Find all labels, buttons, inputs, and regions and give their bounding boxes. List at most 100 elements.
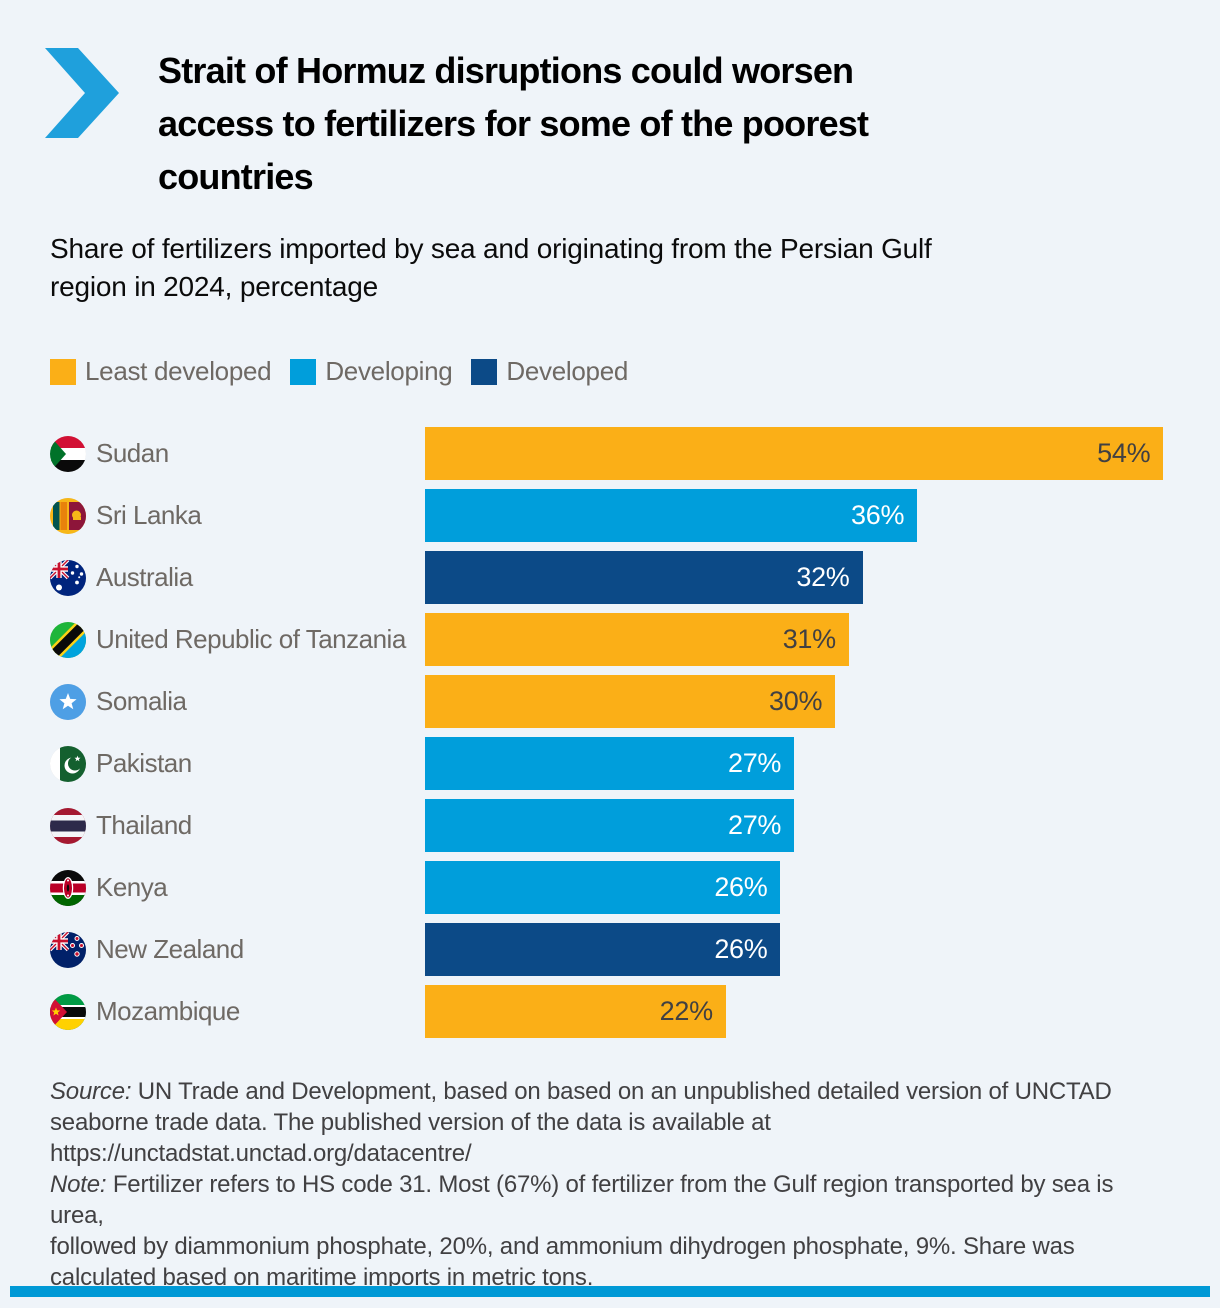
country-name: New Zealand <box>96 934 244 964</box>
sudan-flag-icon <box>50 435 86 472</box>
chart-row-sri-lanka: Sri Lanka 36% <box>50 489 1170 542</box>
legend: Least developed Developing Developed <box>50 356 647 387</box>
source-text: UN Trade and Development, based on based… <box>137 1078 1112 1105</box>
chart-row-kenya: Kenya 26% <box>50 861 1170 914</box>
chart-row-pakistan: Pakistan 27% <box>50 737 1170 790</box>
legend-label: Developed <box>506 356 629 386</box>
bar-track: 22% <box>425 985 1170 1038</box>
legend-swatch-least-developed-icon <box>50 358 76 385</box>
chart-row-tanzania: United Republic of Tanzania 31% <box>50 613 1170 666</box>
australia-flag-icon <box>50 559 86 596</box>
chart-row-somalia: Somalia 30% <box>50 675 1170 728</box>
country-label: Australia <box>50 559 425 596</box>
note-prefix: Note: <box>50 1171 107 1198</box>
pakistan-flag-icon <box>50 745 86 782</box>
thailand-flag-icon <box>50 807 86 844</box>
chart-subtitle-line: region in 2024, percentage <box>50 271 378 302</box>
bar-track: 27% <box>425 799 1170 852</box>
bar-sri-lanka: 36% <box>425 489 918 542</box>
bar-track: 26% <box>425 923 1170 976</box>
bar-value: 31% <box>782 624 836 654</box>
bar-track: 31% <box>425 613 1170 666</box>
bar-track: 26% <box>425 861 1170 914</box>
bar-somalia: 30% <box>425 675 836 728</box>
country-label: Somalia <box>50 683 425 720</box>
bar-value: 36% <box>851 500 905 530</box>
country-name: United Republic of Tanzania <box>96 624 406 654</box>
country-name: Sudan <box>96 438 169 468</box>
chart-row-australia: Australia 32% <box>50 551 1170 604</box>
bar-sudan: 54% <box>425 427 1164 480</box>
country-label: Pakistan <box>50 745 425 782</box>
page-title-line: countries <box>158 156 314 197</box>
bar-value: 26% <box>714 872 768 902</box>
footer-accent-bar <box>10 1286 1210 1297</box>
bar-value: 26% <box>714 934 768 964</box>
bar-track: 32% <box>425 551 1170 604</box>
page-title-line: access to fertilizers for some of the po… <box>158 103 869 144</box>
bar-new-zealand: 26% <box>425 923 781 976</box>
country-name: Somalia <box>96 686 187 716</box>
page-title: Strait of Hormuz disruptions could worse… <box>158 44 1168 203</box>
kenya-flag-icon <box>50 869 86 906</box>
bar-mozambique: 22% <box>425 985 726 1038</box>
new-zealand-flag-icon <box>50 931 86 968</box>
bar-track: 30% <box>425 675 1170 728</box>
bar-value: 32% <box>796 562 850 592</box>
legend-item-developed: Developed <box>471 356 628 387</box>
chart-row-new-zealand: New Zealand 26% <box>50 923 1170 976</box>
bar-track: 54% <box>425 427 1170 480</box>
bar-value: 22% <box>659 996 713 1026</box>
footnotes: Source: UN Trade and Development, based … <box>50 1076 1170 1293</box>
somalia-flag-icon <box>50 683 86 720</box>
country-label: Sudan <box>50 435 425 472</box>
bar-value: 27% <box>728 810 782 840</box>
country-label: Thailand <box>50 807 425 844</box>
chart-subtitle: Share of fertilizers imported by sea and… <box>50 230 1170 306</box>
legend-swatch-developing-icon <box>290 358 317 385</box>
country-label: Kenya <box>50 869 425 906</box>
tanzania-flag-icon <box>50 621 86 658</box>
mozambique-flag-icon <box>50 993 86 1030</box>
country-name: Pakistan <box>96 748 192 778</box>
country-name: Australia <box>96 562 193 592</box>
country-name: Thailand <box>96 810 192 840</box>
source-url: https://unctadstat.unctad.org/datacentre… <box>50 1140 472 1167</box>
legend-label: Least developed <box>85 356 272 386</box>
legend-item-developing: Developing <box>290 356 453 387</box>
chart-row-sudan: Sudan 54% <box>50 427 1170 480</box>
country-label: Sri Lanka <box>50 497 425 534</box>
country-name: Kenya <box>96 872 168 902</box>
source-line: Source: UN Trade and Development, based … <box>50 1076 1170 1107</box>
country-label: Mozambique <box>50 993 425 1030</box>
bar-value: 30% <box>769 686 823 716</box>
bar-value: 54% <box>1097 438 1151 468</box>
chart-row-thailand: Thailand 27% <box>50 799 1170 852</box>
unctad-chevron-icon <box>45 48 119 138</box>
bar-pakistan: 27% <box>425 737 795 790</box>
country-name: Mozambique <box>96 996 240 1026</box>
country-name: Sri Lanka <box>96 500 202 530</box>
bar-chart: Sudan 54% Sri Lanka <box>50 427 1170 1047</box>
chart-subtitle-line: Share of fertilizers imported by sea and… <box>50 233 932 264</box>
bar-australia: 32% <box>425 551 863 604</box>
bar-value: 27% <box>728 748 782 778</box>
note-text: Fertilizer refers to HS code 31. Most (6… <box>50 1171 1114 1229</box>
bar-track: 36% <box>425 489 1170 542</box>
chart-row-mozambique: Mozambique 22% <box>50 985 1170 1038</box>
source-line: seaborne trade data. The published versi… <box>50 1109 771 1136</box>
country-label: New Zealand <box>50 931 425 968</box>
legend-swatch-developed-icon <box>471 358 498 385</box>
bar-track: 27% <box>425 737 1170 790</box>
note-line: Note: Fertilizer refers to HS code 31. M… <box>50 1169 1170 1231</box>
bar-thailand: 27% <box>425 799 795 852</box>
legend-label: Developing <box>325 356 453 386</box>
legend-item-least-developed: Least developed <box>50 356 272 387</box>
bar-tanzania: 31% <box>425 613 849 666</box>
bar-kenya: 26% <box>425 861 781 914</box>
source-prefix: Source: <box>50 1078 132 1105</box>
country-label: United Republic of Tanzania <box>50 621 425 658</box>
note-line: followed by diammonium phosphate, 20%, a… <box>50 1233 1075 1260</box>
page-title-line: Strait of Hormuz disruptions could worse… <box>158 50 854 91</box>
